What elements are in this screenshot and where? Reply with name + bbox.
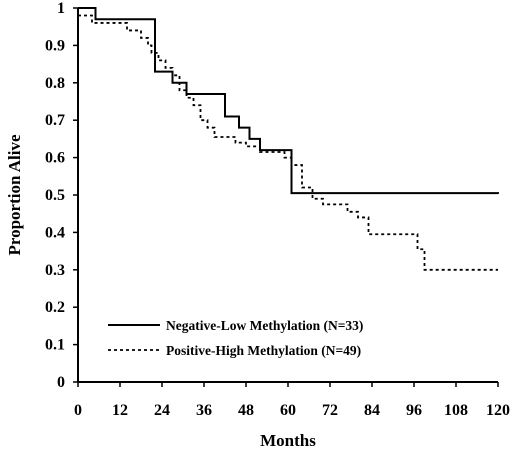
- y-tick-label: 0.2: [45, 299, 65, 316]
- x-tick-label: 36: [196, 402, 212, 419]
- x-tick-label: 24: [154, 402, 170, 419]
- y-tick-label: 0.8: [45, 75, 65, 92]
- y-tick-label: 0.7: [45, 112, 65, 129]
- y-tick-label: 0.1: [45, 337, 65, 354]
- legend: Negative-Low Methylation (N=33) Positive-…: [108, 318, 363, 358]
- x-tick-label: 12: [112, 402, 128, 419]
- series-line-negative-low: [78, 7, 499, 195]
- y-tick-label: 0.6: [45, 150, 65, 167]
- x-tick-label: 0: [74, 402, 82, 419]
- y-axis-ticks: 0 0.1 0.2 0.3 0.4 0.5 0.6 0.7 0.8 0.9 1: [45, 0, 78, 391]
- legend-label: Positive-High Methylation (N=49): [166, 343, 361, 358]
- y-axis-title: Proportion Alive: [5, 134, 24, 255]
- y-tick-label: 0.5: [45, 187, 65, 204]
- x-tick-label: 84: [364, 402, 380, 419]
- x-tick-label: 48: [238, 402, 254, 419]
- y-tick-label: 0.4: [45, 224, 65, 241]
- x-axis-ticks: 0 12 24 36 48 60 72 84 96 108 120: [74, 382, 510, 419]
- y-tick-label: 0: [57, 374, 65, 391]
- series-line-positive-high: [78, 14, 498, 271]
- series-layer: [78, 7, 499, 271]
- x-axis-title: Months: [260, 431, 316, 450]
- x-tick-label: 120: [486, 402, 510, 419]
- legend-label: Negative-Low Methylation (N=33): [166, 318, 363, 333]
- y-tick-label: 1: [57, 0, 65, 17]
- y-tick-label: 0.9: [45, 37, 65, 54]
- y-tick-label: 0.3: [45, 262, 65, 279]
- x-tick-label: 108: [444, 402, 468, 419]
- x-tick-label: 72: [322, 402, 338, 419]
- x-tick-label: 60: [280, 402, 296, 419]
- x-tick-label: 96: [406, 402, 422, 419]
